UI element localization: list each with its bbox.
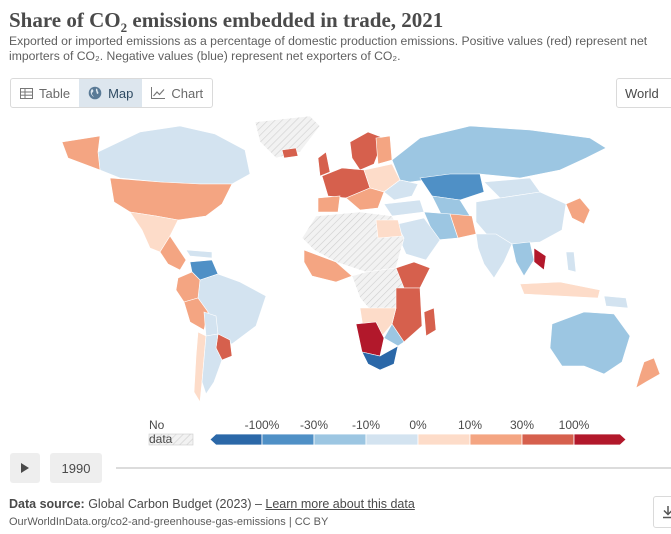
line-chart-icon: [151, 87, 166, 99]
region-uk[interactable]: [317, 151, 331, 177]
world-map[interactable]: [0, 112, 671, 402]
download-button[interactable]: [653, 496, 671, 528]
region-turkey[interactable]: [383, 199, 425, 217]
region-horn-of-africa[interactable]: [395, 261, 431, 289]
source-text: Global Carbon Budget (2023) –: [84, 497, 266, 511]
data-source: Data source: Global Carbon Budget (2023)…: [9, 497, 415, 511]
region-papua-new-guinea[interactable]: [603, 295, 629, 309]
chart-subtitle: Exported or imported emissions as a perc…: [9, 34, 648, 63]
region-indonesia[interactable]: [519, 281, 601, 299]
year-selector[interactable]: 1990: [50, 453, 102, 483]
play-button[interactable]: [10, 453, 40, 483]
no-data-swatch: [148, 433, 194, 446]
legend-bin-30-100[interactable]: [521, 433, 575, 446]
region-italy-balkans[interactable]: [345, 187, 385, 211]
legend-label-neg100: -100%: [244, 418, 280, 432]
region-namibia-botswana[interactable]: [355, 321, 385, 357]
legend-label-zero: 0%: [409, 418, 427, 432]
globe-icon: [88, 86, 102, 100]
title-suffix: emissions embedded in trade, 2021: [127, 8, 444, 32]
region-west-africa[interactable]: [303, 249, 353, 283]
region-myanmar-thailand[interactable]: [511, 241, 535, 277]
legend-bin-neg10-0[interactable]: [365, 433, 419, 446]
region-korea-japan[interactable]: [565, 197, 591, 225]
download-icon: [663, 506, 671, 519]
legend-label-neg10: -10%: [351, 418, 381, 432]
region-india[interactable]: [475, 233, 513, 279]
region-central-america[interactable]: [159, 235, 187, 271]
tab-map[interactable]: Map: [79, 79, 143, 107]
region-australia[interactable]: [549, 311, 631, 375]
legend-bin-0-10[interactable]: [417, 433, 471, 446]
no-data-label: No data: [149, 418, 173, 446]
tab-table-label: Table: [39, 85, 71, 101]
region-philippines[interactable]: [565, 251, 577, 273]
legend-bin-gt-100[interactable]: [573, 433, 627, 446]
legend-label-pos30: 30%: [509, 418, 535, 432]
legend-bin-neg100-neg30[interactable]: [261, 433, 315, 446]
region-ukraine[interactable]: [383, 179, 419, 201]
region-new-zealand[interactable]: [635, 357, 661, 389]
region-colombia-ecuador[interactable]: [175, 271, 201, 303]
legend-label-neg30: -30%: [299, 418, 329, 432]
legend-bin-neg30-neg10[interactable]: [313, 433, 367, 446]
legend-label-pos100: 100%: [558, 418, 590, 432]
region-vietnam[interactable]: [533, 247, 547, 271]
region-china[interactable]: [475, 191, 567, 245]
region-madagascar[interactable]: [423, 307, 437, 337]
region-south-africa[interactable]: [361, 345, 399, 371]
title-subscript: 2: [120, 20, 128, 36]
table-icon: [20, 87, 33, 99]
source-label: Data source:: [9, 497, 85, 511]
region-usa[interactable]: [109, 177, 233, 221]
chart-title: Share of CO2 emissions embedded in trade…: [9, 8, 443, 36]
legend-label-pos10: 10%: [457, 418, 483, 432]
legend-bin-lt-neg100[interactable]: [209, 433, 263, 446]
credit-line: OurWorldInData.org/co2-and-greenhouse-ga…: [9, 516, 329, 528]
region-caribbean[interactable]: [185, 249, 213, 259]
region-argentina[interactable]: [201, 333, 223, 395]
tab-map-label: Map: [108, 85, 134, 101]
region-kazakhstan[interactable]: [419, 173, 485, 201]
region-mozambique[interactable]: [383, 323, 405, 347]
timeline-track[interactable]: [116, 467, 671, 469]
region-scandinavia[interactable]: [349, 131, 385, 171]
region-russia[interactable]: [391, 125, 607, 183]
region-select[interactable]: World: [616, 78, 671, 108]
region-greenland[interactable]: [254, 115, 321, 159]
region-egypt[interactable]: [375, 219, 403, 239]
learn-more-link[interactable]: Learn more about this data: [265, 497, 415, 511]
legend-bin-10-30[interactable]: [469, 433, 523, 446]
tab-chart-label: Chart: [171, 85, 204, 101]
region-finland[interactable]: [375, 135, 393, 165]
region-canada[interactable]: [97, 125, 251, 185]
title-prefix: Share of CO: [9, 8, 121, 32]
region-alaska[interactable]: [61, 135, 101, 171]
region-iberia[interactable]: [317, 195, 341, 213]
tab-table[interactable]: Table: [11, 79, 79, 107]
tab-chart[interactable]: Chart: [142, 79, 212, 107]
play-icon: [21, 463, 29, 473]
view-tabs: Table Map Chart: [10, 78, 214, 108]
region-iceland[interactable]: [281, 147, 299, 159]
